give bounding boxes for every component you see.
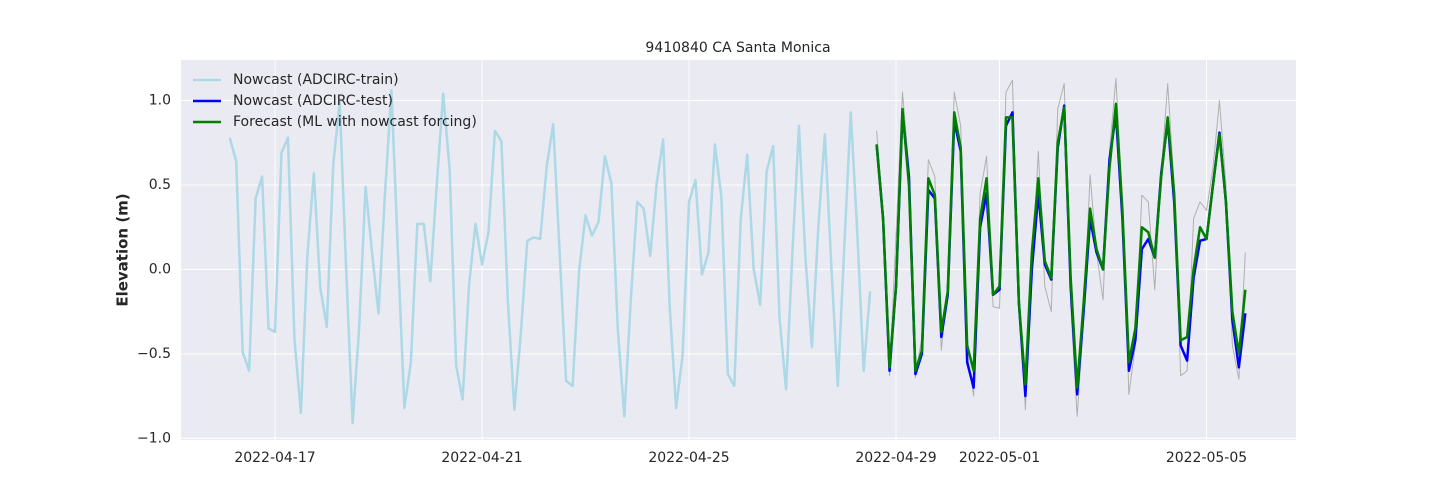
ticks: −1.0 −0.5 0.0 0.5 1.0 2022-04-17 2022-04-21 202… (137, 93, 1247, 466)
y-axis-label: Elevation (m) (114, 193, 132, 306)
x-tick-label: 2022-04-25 (648, 450, 729, 466)
x-tick-label: 2022-04-29 (855, 450, 936, 466)
y-tick-label: −1.0 (137, 430, 171, 446)
y-tick-label: 0.0 (149, 261, 171, 277)
x-tick-label: 2022-05-01 (959, 450, 1040, 466)
y-tick-label: 0.5 (149, 177, 171, 193)
legend-label: Nowcast (ADCIRC-test) (233, 93, 393, 109)
lines (228, 78, 1247, 425)
x-tick-label: 2022-04-17 (234, 450, 315, 466)
x-tick-label: 2022-04-21 (441, 450, 522, 466)
series-line (228, 89, 872, 425)
y-tick-label: −0.5 (137, 346, 171, 362)
series-line (875, 102, 1247, 389)
legend-label: Nowcast (ADCIRC-train) (233, 72, 399, 88)
chart-title: 9410840 CA Santa Monica (645, 40, 830, 56)
y-tick-label: 1.0 (149, 93, 171, 109)
legend: Nowcast (ADCIRC-train) Nowcast (ADCIRC-te… (193, 72, 477, 130)
x-tick-label: 2022-05-05 (1166, 450, 1247, 466)
legend-label: Forecast (ML with nowcast forcing) (233, 114, 477, 130)
